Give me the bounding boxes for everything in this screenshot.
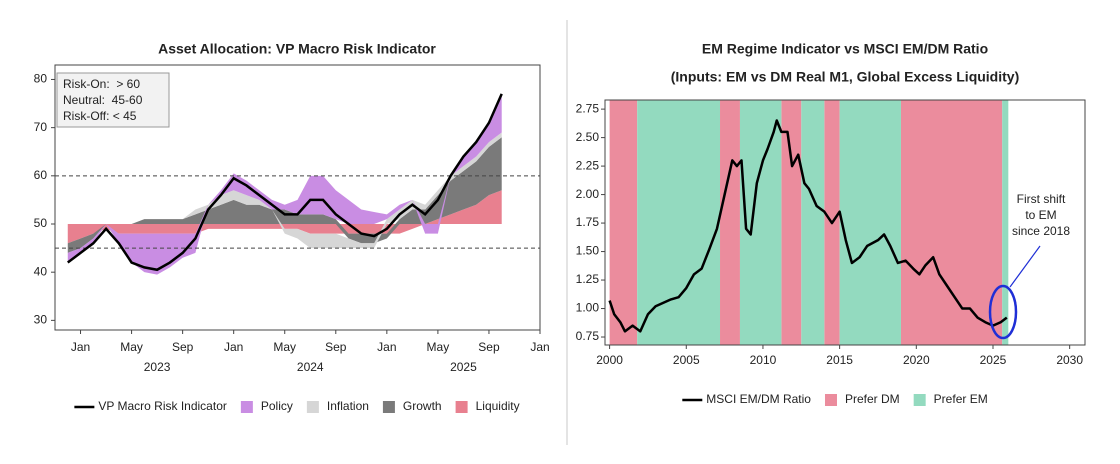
y-tick-label: 1.50	[576, 244, 600, 258]
regime-band	[801, 100, 825, 345]
x-tick-label: Jan	[71, 340, 90, 354]
y-tick-label: 60	[34, 168, 48, 182]
x-tick-label: Jan	[224, 340, 243, 354]
chart-subtitle: (Inputs: EM vs DM Real M1, Global Excess…	[671, 69, 1020, 85]
x-tick-label: Sep	[478, 340, 500, 354]
x-tick-label: Sep	[172, 340, 194, 354]
x-tick-label: 2005	[673, 353, 700, 367]
area	[67, 137, 502, 253]
chart-title: Asset Allocation: VP Macro Risk Indicato…	[158, 41, 436, 57]
annotation-text: Risk-On: > 60	[63, 77, 140, 91]
x-tick-label: May	[120, 340, 143, 354]
line	[608, 119, 1008, 333]
x-tick-label: Jan	[377, 340, 396, 354]
legend-label: VP Macro Risk Indicator	[98, 399, 227, 413]
x-tick-label: 2000	[596, 353, 623, 367]
annotation-box	[56, 72, 170, 128]
legend: MSCI EM/DM Ratio Prefer DM Prefer EM	[682, 392, 988, 406]
legend: VP Macro Risk Indicator Policy Inflation Gr…	[74, 399, 520, 413]
legend-label: Growth	[403, 399, 442, 413]
legend-label: Prefer DM	[845, 392, 900, 406]
x-tick-label: 2010	[750, 353, 777, 367]
legend-swatch	[306, 401, 319, 413]
legend-label: Policy	[261, 399, 293, 413]
regime-band	[720, 100, 740, 345]
x-tick-label: 2030	[1056, 353, 1083, 367]
y-tick-label: 50	[34, 216, 48, 230]
annotation-text: since 2018	[1012, 224, 1070, 238]
y-tick-label: 2.75	[576, 101, 600, 115]
annotation-text: First shift	[1017, 192, 1066, 206]
x-tick-label: May	[273, 340, 296, 354]
plot-frame	[54, 64, 541, 331]
legend-label: MSCI EM/DM Ratio	[706, 392, 811, 406]
x-tick-label: May	[427, 340, 450, 354]
y-tick-label: 0.75	[576, 329, 600, 343]
regime-band	[1002, 100, 1009, 345]
x-tick-label: 2020	[903, 353, 930, 367]
y-tick-label: 1.75	[576, 215, 600, 229]
regime-band	[839, 100, 901, 345]
y-tick-label: 2.50	[576, 130, 600, 144]
x-tick-label: Sep	[325, 340, 347, 354]
x-tick-label: Jan	[530, 340, 549, 354]
area	[67, 132, 502, 249]
x-tick-label: 2015	[826, 353, 853, 367]
legend-label: Liquidity	[476, 399, 520, 413]
regime-band	[609, 100, 638, 345]
year-label: 2025	[450, 360, 477, 374]
y-tick-label: 1.00	[576, 301, 600, 315]
year-label: 2024	[297, 360, 324, 374]
line	[67, 93, 503, 272]
x-tick-label: 2025	[980, 353, 1007, 367]
regime-band	[637, 100, 721, 345]
legend-swatch	[913, 394, 926, 406]
annotation-text: to EM	[1025, 208, 1056, 222]
y-tick-label: 30	[34, 313, 48, 327]
chart-title: EM Regime Indicator vs MSCI EM/DM Ratio	[702, 41, 988, 57]
legend-swatch	[455, 401, 468, 413]
y-tick-label: 1.25	[576, 272, 600, 286]
highlight-ellipse	[988, 284, 1018, 340]
y-tick-label: 2.25	[576, 158, 600, 172]
annotation-arrow	[1009, 245, 1041, 288]
y-tick-label: 80	[34, 72, 48, 86]
annotation-text: Neutral: 45-60	[63, 93, 143, 107]
regime-band	[781, 100, 802, 345]
y-tick-label: 70	[34, 120, 48, 134]
legend-label: Inflation	[327, 399, 369, 413]
legend-swatch	[382, 401, 395, 413]
y-tick-label: 40	[34, 264, 48, 278]
legend-swatch	[824, 394, 837, 406]
y-tick-label: 2.00	[576, 187, 600, 201]
legend-label: Prefer EM	[934, 392, 988, 406]
plot-frame	[604, 99, 1086, 346]
annotation-text: Risk-Off: < 45	[63, 109, 137, 123]
legend-swatch	[240, 401, 253, 413]
year-label: 2023	[144, 360, 171, 374]
regime-band	[900, 100, 1003, 345]
